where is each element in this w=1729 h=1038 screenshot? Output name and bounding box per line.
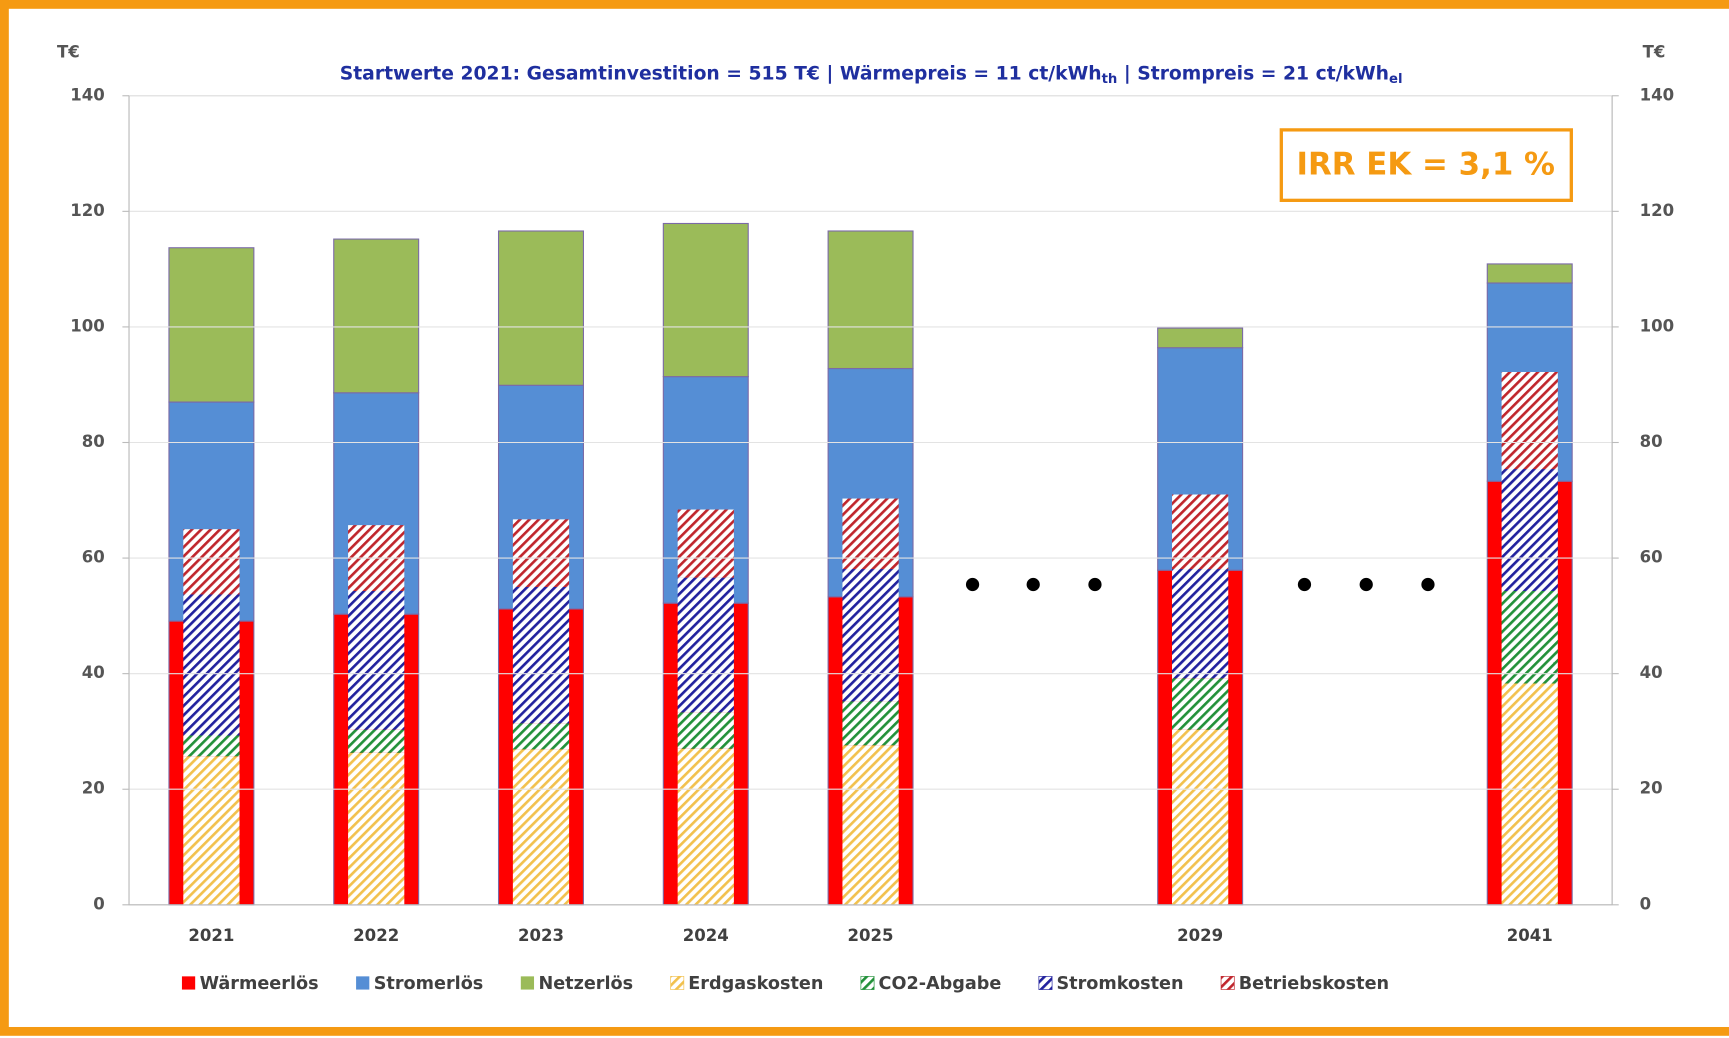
y2-tick-label: 0 xyxy=(1640,894,1652,913)
bar-segment xyxy=(1486,263,1573,284)
bar-segment xyxy=(348,729,405,753)
bar-segment xyxy=(183,594,240,736)
legend-swatch xyxy=(670,976,685,990)
bar-segment xyxy=(1172,729,1229,905)
bar-segment xyxy=(677,712,734,749)
x-tick-label: 2025 xyxy=(848,926,894,945)
y2-tick-label: 40 xyxy=(1640,663,1663,682)
bar-segment xyxy=(1501,469,1558,592)
bar-segment xyxy=(662,222,749,378)
y-tick-label: 80 xyxy=(82,432,105,451)
y-tick-label: 60 xyxy=(82,548,105,567)
chart-title: Startwerte 2021: Gesamtinvestition = 515… xyxy=(340,63,1403,87)
bar-segment xyxy=(827,230,914,370)
ellipsis-dots xyxy=(965,577,1435,592)
legend-swatch xyxy=(860,976,875,990)
x-tick-label: 2024 xyxy=(683,926,729,945)
legend-label: Stromerlös xyxy=(374,974,484,994)
bar-segment xyxy=(168,247,255,403)
legend-label: Erdgaskosten xyxy=(688,974,823,994)
x-tick-label: 2023 xyxy=(518,926,564,945)
bar-segment xyxy=(677,748,734,905)
bar-segment xyxy=(183,529,240,595)
bar-segment xyxy=(348,752,405,905)
legend-swatch xyxy=(1038,976,1053,990)
y-tick-label: 20 xyxy=(82,779,105,798)
y-tick-label: 120 xyxy=(70,201,105,220)
legend-label: Stromkosten xyxy=(1056,974,1183,994)
bar-segment xyxy=(1501,683,1558,905)
bar-segment xyxy=(183,735,240,757)
bar-segment xyxy=(512,586,570,724)
y2-tick-label: 20 xyxy=(1640,779,1663,798)
bar-segment xyxy=(842,701,899,746)
y2-tick-label: 140 xyxy=(1640,85,1675,104)
bar-segment xyxy=(677,509,734,578)
bar-segment xyxy=(1172,678,1229,730)
bar-segment xyxy=(842,498,899,570)
legend-label: CO2-Abgabe xyxy=(879,974,1002,994)
bar-segment xyxy=(348,591,405,730)
y2-tick-label: 60 xyxy=(1640,548,1663,567)
bar-segment xyxy=(1157,327,1244,349)
legend-swatch xyxy=(520,976,535,990)
bar-segment xyxy=(497,230,584,386)
legend-label: Betriebskosten xyxy=(1239,974,1389,994)
x-tick-label: 2029 xyxy=(1177,926,1223,945)
x-tick-label: 2022 xyxy=(353,926,399,945)
y2-tick-label: 120 xyxy=(1640,201,1675,220)
y2-tick-label: 80 xyxy=(1640,432,1663,451)
y-tick-label: 40 xyxy=(82,663,105,682)
title-part: Startwerte 2021: Gesamtinvestition = 515… xyxy=(340,63,1102,84)
title-part: | Strompreis = 21 ct/kWh xyxy=(1117,63,1389,84)
bar-segment xyxy=(333,238,420,394)
bar-segment xyxy=(512,749,570,905)
bar-segment xyxy=(183,756,240,905)
bar-segment xyxy=(842,745,899,905)
legend-label: Wärmeerlös xyxy=(200,974,319,994)
legend-swatch xyxy=(1220,976,1235,990)
annotation-box xyxy=(1279,128,1573,202)
y2-axis-label: T€ xyxy=(1643,42,1666,61)
annotation: IRR EK = 3,1 % xyxy=(1297,147,1555,183)
x-tick-label: 2021 xyxy=(188,926,234,945)
y-tick-label: 100 xyxy=(70,316,105,335)
bar-segment xyxy=(1501,591,1558,684)
legend-label: Netzerlös xyxy=(538,974,633,994)
bar-segment xyxy=(512,723,570,750)
bar-segment xyxy=(1172,494,1229,570)
y-tick-label: 140 xyxy=(70,85,105,104)
legend-swatch xyxy=(356,976,370,990)
bar-segment xyxy=(1172,569,1229,679)
bar-segment xyxy=(512,519,570,587)
y2-tick-label: 100 xyxy=(1640,316,1675,335)
y-tick-label: 0 xyxy=(93,894,105,913)
y-axis-label: T€ xyxy=(57,42,80,61)
bar-segment xyxy=(842,569,899,702)
legend-swatch xyxy=(181,976,196,990)
x-tick-label: 2041 xyxy=(1507,926,1553,945)
title-subscript: th xyxy=(1102,72,1118,87)
bar-segment xyxy=(677,577,734,713)
bar-segment xyxy=(1501,371,1558,470)
title-subscript: el xyxy=(1389,72,1403,87)
